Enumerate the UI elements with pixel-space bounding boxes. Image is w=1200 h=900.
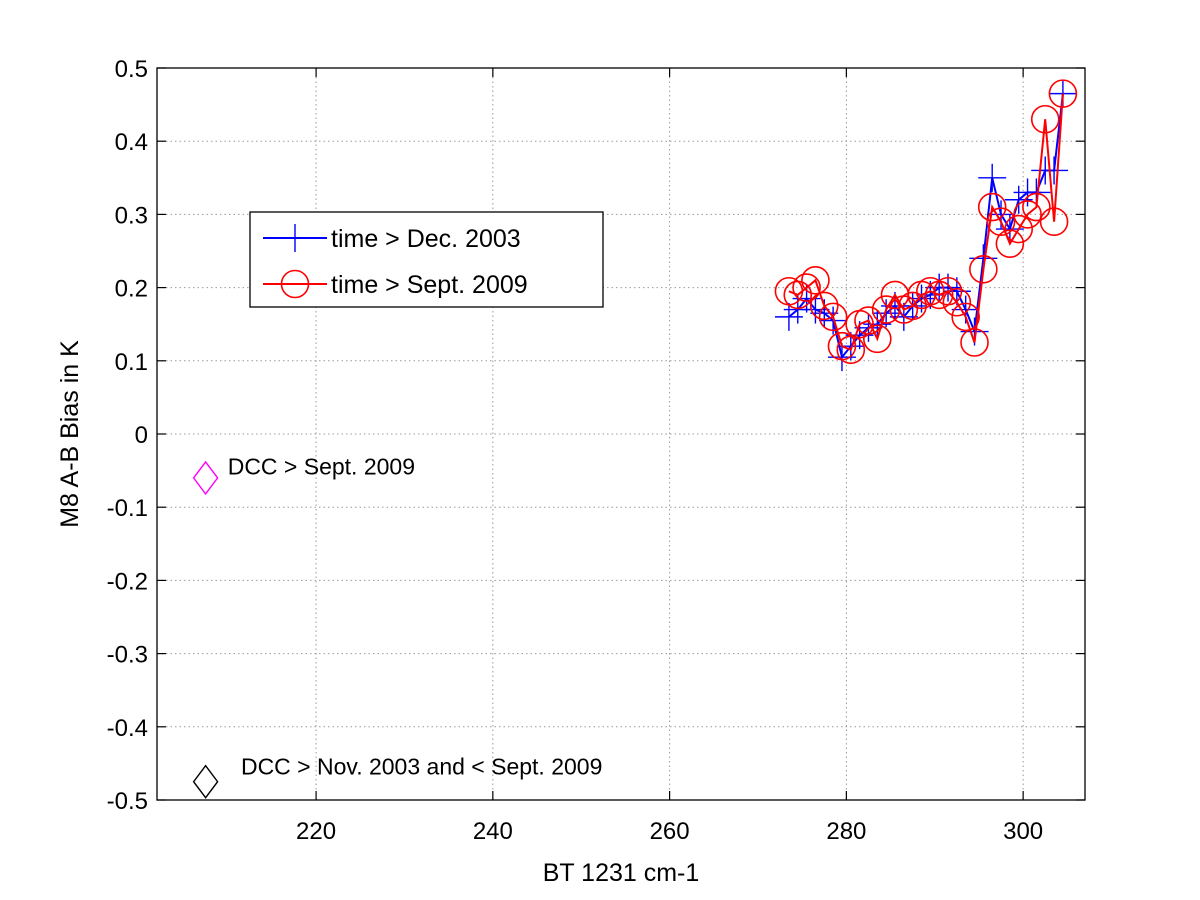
legend-label: time > Dec. 2003: [331, 225, 521, 253]
data-point: [1040, 156, 1069, 185]
y-tick-label: -0.1: [107, 495, 148, 522]
data-point: [1039, 207, 1069, 237]
data-point: [995, 229, 1025, 258]
data-point: [898, 291, 927, 321]
y-tick-label: 0.3: [115, 202, 148, 229]
y-tick-label: 0.1: [115, 349, 148, 376]
y-tick-label: -0.2: [107, 568, 148, 595]
annotation-label: DCC > Nov. 2003 and < Sept. 2009: [241, 753, 602, 779]
legend-entry: time > Dec. 2003: [263, 224, 521, 253]
data-point: [1022, 192, 1051, 222]
data-point: [951, 302, 980, 332]
y-tick-label: 0: [135, 422, 148, 449]
data-point: [801, 265, 830, 295]
y-tick-label: 0.2: [115, 276, 148, 303]
series-3: [192, 764, 219, 799]
series-1: [774, 79, 1078, 365]
data-point: [986, 207, 1016, 237]
y-tick-label: -0.3: [107, 642, 148, 669]
x-tick-label: 240: [473, 818, 513, 845]
data-point: [960, 328, 989, 357]
data-point: [977, 192, 1007, 222]
x-tick-labels: 220 240 260 280 300: [296, 818, 1043, 845]
data-point: [1004, 214, 1034, 244]
y-tick-label: 0.5: [115, 56, 148, 83]
data-point: [192, 764, 219, 799]
y-tick-labels: -0.5 -0.4 -0.3 -0.2 -0.1 0 0.1 0.2 0.3 0.4 0.5: [107, 56, 148, 815]
series-2: [192, 460, 219, 496]
legend-entry: time > Sept. 2009: [263, 269, 528, 299]
x-tick-label: 280: [826, 818, 866, 845]
plot-frame: [156, 67, 1086, 801]
annotations: DCC > Sept. 2009 DCC > Nov. 2003 and < Se…: [228, 453, 603, 779]
data-point: [783, 280, 813, 310]
x-tick-label: 300: [1003, 818, 1043, 845]
legend-label: time > Sept. 2009: [331, 271, 528, 299]
data-point: [1030, 104, 1060, 134]
x-axis-title: BT 1231 cm-1: [543, 859, 700, 887]
data-point: [818, 302, 848, 332]
series-line: [788, 93, 1064, 352]
annotation-label: DCC > Sept. 2009: [228, 453, 415, 479]
y-tick-label: 0.4: [115, 129, 148, 156]
legend-marker: [281, 224, 309, 252]
data-point: [1013, 200, 1042, 229]
data-point: [978, 163, 1007, 192]
legend-box: [249, 211, 604, 308]
legend-marker: [280, 269, 310, 299]
data-point: [942, 287, 972, 317]
data-point: [809, 291, 839, 321]
data-point: [792, 273, 821, 302]
y-axis-title: M8 A-B Bias in K: [56, 340, 84, 528]
data-point: [1004, 185, 1033, 214]
x-tick-label: 260: [650, 818, 690, 845]
data-point: [192, 460, 219, 496]
data-point: [1048, 79, 1078, 108]
data-point: [854, 306, 883, 335]
y-tick-label: -0.4: [107, 715, 148, 742]
data-point: [836, 335, 866, 365]
y-tick-label: -0.5: [107, 788, 148, 815]
x-tick-label: 220: [296, 818, 336, 845]
data-point: [863, 324, 892, 354]
grid: [157, 67, 1085, 801]
data-point: [933, 276, 963, 306]
data-point: [969, 254, 998, 284]
legend: time > Dec. 2003 time > Sept. 2009: [249, 211, 604, 308]
plot-series: [192, 79, 1078, 799]
